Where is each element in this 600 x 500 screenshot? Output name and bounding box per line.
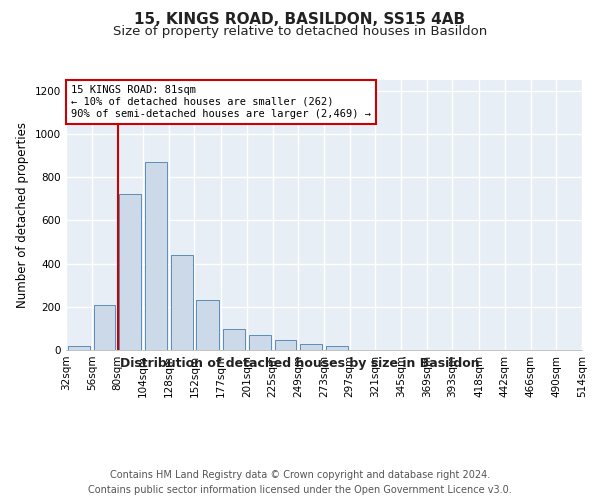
Bar xyxy=(119,194,141,350)
Bar xyxy=(170,255,193,350)
Text: Distribution of detached houses by size in Basildon: Distribution of detached houses by size … xyxy=(120,358,480,370)
Text: Contains HM Land Registry data © Crown copyright and database right 2024.
Contai: Contains HM Land Registry data © Crown c… xyxy=(88,470,512,495)
Bar xyxy=(94,304,115,350)
Text: 15, KINGS ROAD, BASILDON, SS15 4AB: 15, KINGS ROAD, BASILDON, SS15 4AB xyxy=(134,12,466,26)
Text: 15 KINGS ROAD: 81sqm
← 10% of detached houses are smaller (262)
90% of semi-deta: 15 KINGS ROAD: 81sqm ← 10% of detached h… xyxy=(71,86,371,118)
Bar xyxy=(249,335,271,350)
Bar xyxy=(326,346,348,350)
Bar xyxy=(275,340,296,350)
Bar xyxy=(196,300,219,350)
Y-axis label: Number of detached properties: Number of detached properties xyxy=(16,122,29,308)
Bar xyxy=(223,330,245,350)
Text: Size of property relative to detached houses in Basildon: Size of property relative to detached ho… xyxy=(113,24,487,38)
Bar xyxy=(68,346,90,350)
Bar xyxy=(300,344,322,350)
Bar xyxy=(145,162,167,350)
